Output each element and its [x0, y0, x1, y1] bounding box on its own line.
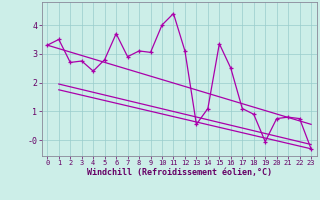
X-axis label: Windchill (Refroidissement éolien,°C): Windchill (Refroidissement éolien,°C): [87, 168, 272, 177]
